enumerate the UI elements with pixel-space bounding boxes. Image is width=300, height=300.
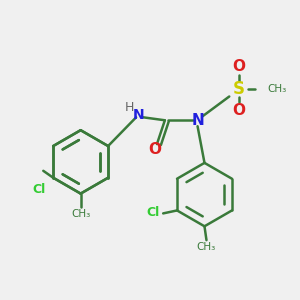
Text: S: S xyxy=(233,80,245,98)
Text: O: O xyxy=(233,103,246,118)
Text: O: O xyxy=(148,142,161,158)
Text: N: N xyxy=(132,108,144,122)
Text: O: O xyxy=(233,59,246,74)
Text: CH₃: CH₃ xyxy=(267,84,286,94)
Text: CH₃: CH₃ xyxy=(197,242,216,252)
Text: N: N xyxy=(191,113,204,128)
Text: H: H xyxy=(124,101,134,114)
Text: Cl: Cl xyxy=(33,183,46,196)
Text: Cl: Cl xyxy=(146,206,159,219)
Text: CH₃: CH₃ xyxy=(71,209,90,219)
